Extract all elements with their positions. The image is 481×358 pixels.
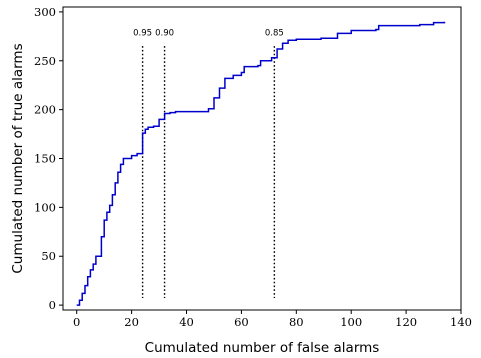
x-tick-label: 100 xyxy=(340,315,362,329)
axis-ticks: 0 20 40 60 80 100 120 140 0 50 100 150 200 250 300 xyxy=(34,5,472,329)
x-tick-label: 20 xyxy=(124,315,139,329)
threshold-lines: 0.95 0.90 0.85 xyxy=(133,28,284,298)
x-tick-label: 140 xyxy=(450,315,472,329)
x-tick-label: 60 xyxy=(234,315,249,329)
x-axis-label: Cumulated number of false alarms xyxy=(145,340,380,356)
series-line xyxy=(76,21,446,306)
y-tick-label: 200 xyxy=(34,103,56,117)
y-tick-label: 50 xyxy=(41,249,56,263)
threshold-label: 0.85 xyxy=(265,28,284,38)
y-axis-label: Cumulated number of true alarms xyxy=(10,43,26,273)
x-tick-label: 80 xyxy=(289,315,304,329)
y-tick-label: 250 xyxy=(34,54,56,68)
y-tick-label: 300 xyxy=(34,5,56,19)
x-tick-label: 40 xyxy=(179,315,194,329)
threshold-label: 0.90 xyxy=(155,28,174,38)
y-tick-label: 0 xyxy=(49,298,56,312)
x-tick-label: 0 xyxy=(73,315,80,329)
y-tick-label: 150 xyxy=(34,152,56,166)
x-tick-label: 120 xyxy=(395,315,417,329)
threshold-label: 0.95 xyxy=(133,28,152,38)
y-tick-label: 100 xyxy=(34,200,56,214)
series-line-layer xyxy=(76,21,446,306)
